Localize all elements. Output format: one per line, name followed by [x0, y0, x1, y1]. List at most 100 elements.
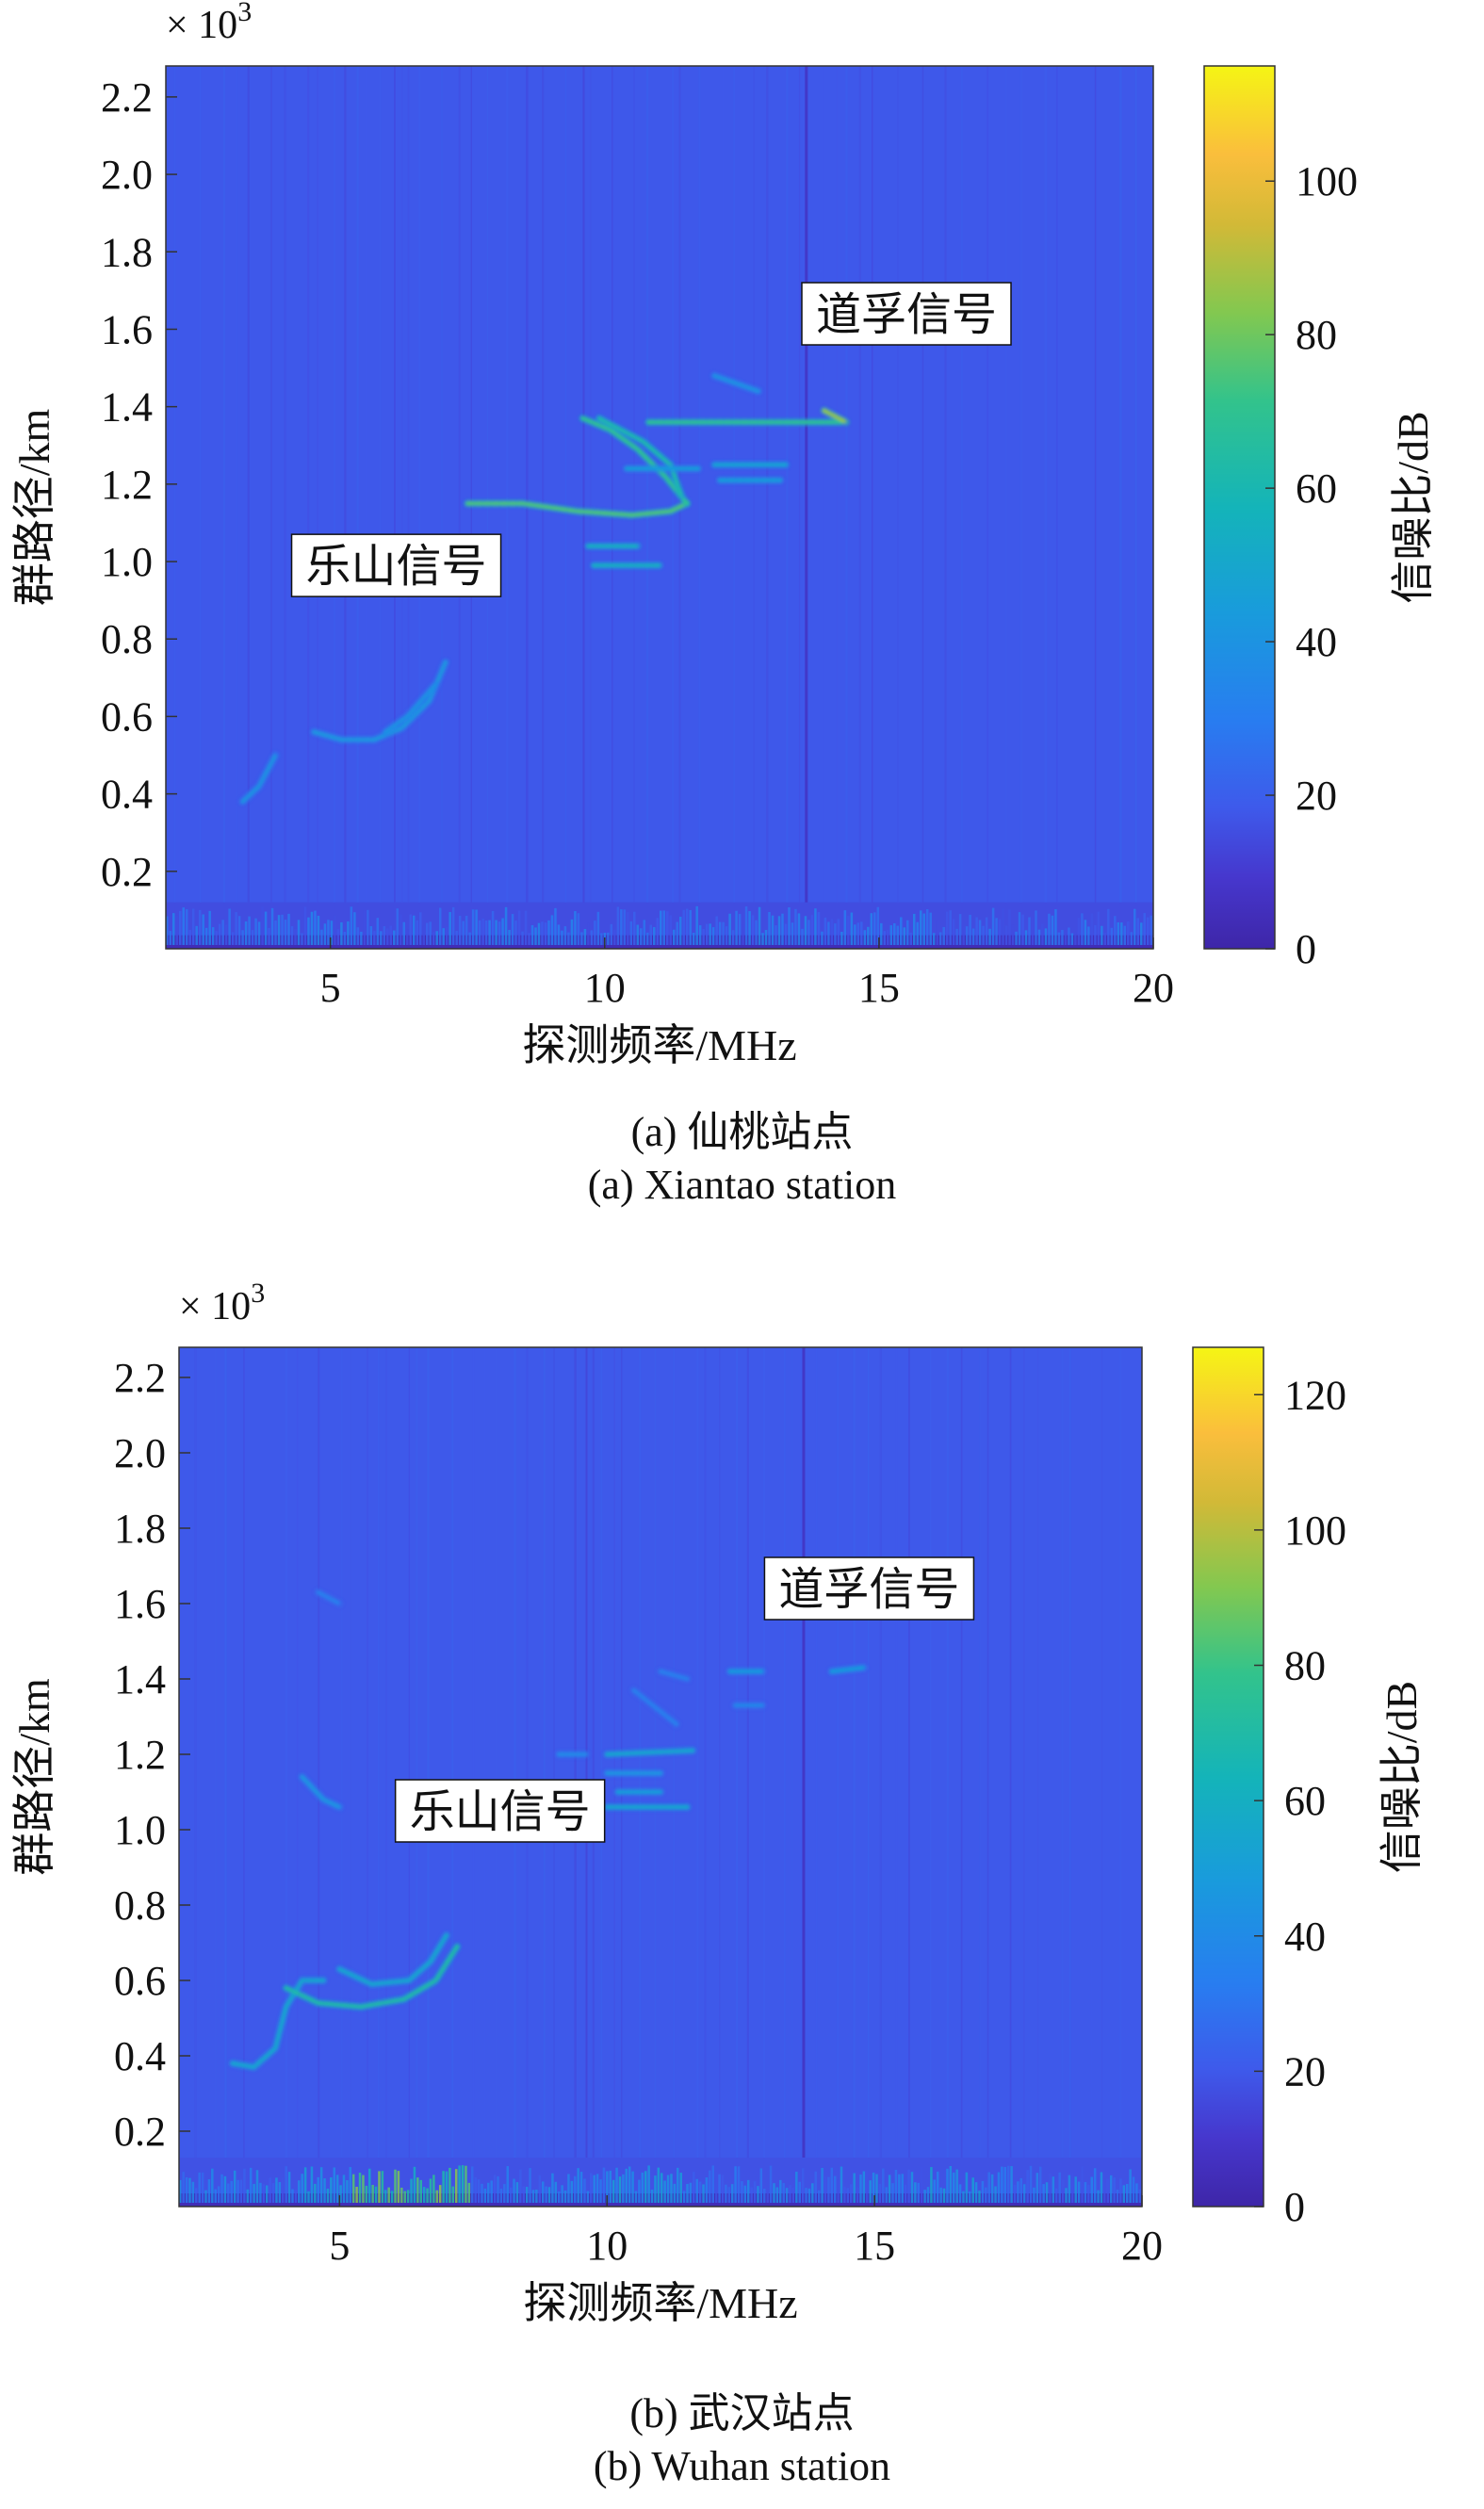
noise-band-stripe	[1003, 2166, 1007, 2203]
noise-band-stripe	[1028, 917, 1031, 945]
noise-band-stripe	[1077, 2181, 1081, 2203]
noise-band-stripe	[402, 921, 406, 945]
noise-band-stripe	[821, 931, 824, 945]
echo-trace	[240, 753, 278, 804]
noise-band-stripe	[945, 911, 949, 945]
noise-band-stripe	[878, 2183, 882, 2203]
noise-band-stripe	[1097, 2190, 1100, 2203]
noise-band-stripe	[435, 2190, 439, 2203]
noise-band-stripe	[705, 2177, 709, 2203]
noise-band-stripe	[268, 927, 270, 945]
noise-band-stripe	[1002, 908, 1004, 945]
noise-band-stripe	[524, 910, 528, 945]
interference-line	[600, 1347, 603, 2207]
noise-band-stripe	[676, 921, 678, 945]
noise-band-stripe	[188, 930, 191, 945]
noise-band-stripe	[903, 927, 906, 945]
colorbar-tick-label: 20	[1284, 2048, 1326, 2094]
noise-band-stripe	[939, 2187, 942, 2203]
noise-band-stripe	[362, 2175, 365, 2203]
noise-band-stripe	[985, 2187, 987, 2203]
noise-band-stripe	[347, 921, 350, 945]
noise-band-stripe	[547, 2187, 551, 2203]
interference-line	[318, 1347, 320, 2207]
interference-line	[921, 66, 924, 949]
noise-band-stripe	[769, 2165, 773, 2203]
echo-trace	[605, 1749, 695, 1756]
noise-band-stripe	[360, 931, 363, 945]
noise-band-stripe	[461, 2165, 465, 2203]
noise-band-stripe	[257, 921, 261, 945]
noise-band-stripe	[333, 2167, 336, 2203]
interference-line	[356, 66, 359, 949]
interference-line	[378, 1347, 380, 2207]
noise-band-stripe	[264, 911, 268, 945]
noise-band-stripe	[465, 2165, 467, 2203]
noise-band-stripe	[910, 2172, 914, 2203]
noise-band-stripe	[438, 907, 442, 945]
noise-band-stripe	[777, 916, 781, 945]
noise-band-stripe	[393, 930, 396, 945]
noise-band-stripe	[649, 924, 653, 945]
figure-xiantao: 乐山信号 道孚信号 5 10 15 20 探测频率/MHz 0.2 0.4 0.6 0.8 1.0 1.…	[0, 0, 1484, 1253]
noise-band-stripe	[169, 931, 171, 945]
noise-band-stripe	[334, 915, 336, 945]
noise-band-stripe	[936, 920, 938, 945]
noise-band-stripe	[335, 2175, 339, 2203]
interference-line	[723, 66, 725, 949]
noise-band-stripe	[909, 932, 912, 945]
y-axis-label: 群路径/km	[10, 409, 58, 607]
noise-band-stripe	[422, 925, 425, 945]
noise-band-stripe	[656, 918, 660, 945]
noise-band-stripe	[503, 2184, 506, 2203]
noise-band-stripe	[378, 2171, 381, 2203]
interference-line	[408, 1347, 410, 2207]
interference-line	[341, 1347, 343, 2207]
noise-band-stripe	[514, 921, 517, 945]
noise-band-stripe	[850, 912, 854, 945]
noise-band-stripe	[791, 2188, 795, 2203]
noise-band-stripe	[991, 907, 995, 945]
x-tick-label: 5	[329, 2223, 350, 2269]
echo-trace	[230, 1979, 326, 2069]
interference-line	[837, 1347, 839, 2207]
caption-cn-a: (a) 仙桃站点	[630, 1109, 854, 1155]
interference-line	[784, 1347, 786, 2207]
noise-band-stripe	[860, 921, 863, 945]
noise-band-stripe	[714, 2171, 718, 2203]
noise-band-stripe	[239, 2179, 243, 2203]
bottom-noise-band	[179, 2158, 1142, 2207]
interference-line	[458, 66, 461, 949]
noise-band-stripe	[837, 919, 840, 945]
caption-en-b: (b) Wuhan station	[593, 2443, 891, 2489]
noise-band-stripe	[339, 2185, 342, 2203]
interference-line-dark	[585, 1347, 588, 2207]
noise-band-stripe	[237, 916, 241, 945]
interference-line	[317, 66, 319, 949]
noise-band-stripe	[650, 2190, 654, 2203]
noise-band-stripe	[1011, 924, 1015, 945]
noise-band-stripe	[978, 920, 982, 945]
noise-band-stripe	[955, 928, 958, 945]
noise-band-stripe	[746, 2179, 750, 2203]
noise-band-stripe	[734, 2166, 737, 2203]
noise-band-stripe	[243, 2168, 246, 2203]
noise-band-stripe	[554, 2181, 558, 2203]
noise-band-stripe	[958, 2184, 962, 2203]
noise-band-stripe	[889, 925, 893, 945]
noise-band-stripe	[737, 2166, 741, 2203]
noise-band-stripe	[824, 2175, 827, 2203]
noise-band-stripe	[1071, 2172, 1074, 2203]
noise-band-stripe	[997, 2172, 1001, 2203]
interference-line	[1036, 1347, 1039, 2207]
noise-band-stripe	[853, 2173, 856, 2203]
noise-band-stripe	[795, 2171, 798, 2203]
noise-band-stripe	[416, 2177, 419, 2203]
interference-line	[553, 1347, 555, 2207]
noise-band-stripe	[349, 2167, 352, 2203]
noise-band-stripe	[830, 2167, 834, 2203]
caption-en-a: (a) Xiantao station	[587, 1162, 897, 1208]
interference-line	[543, 1347, 546, 2207]
noise-band-stripe	[590, 2173, 593, 2203]
noise-band-stripe	[1081, 913, 1084, 945]
